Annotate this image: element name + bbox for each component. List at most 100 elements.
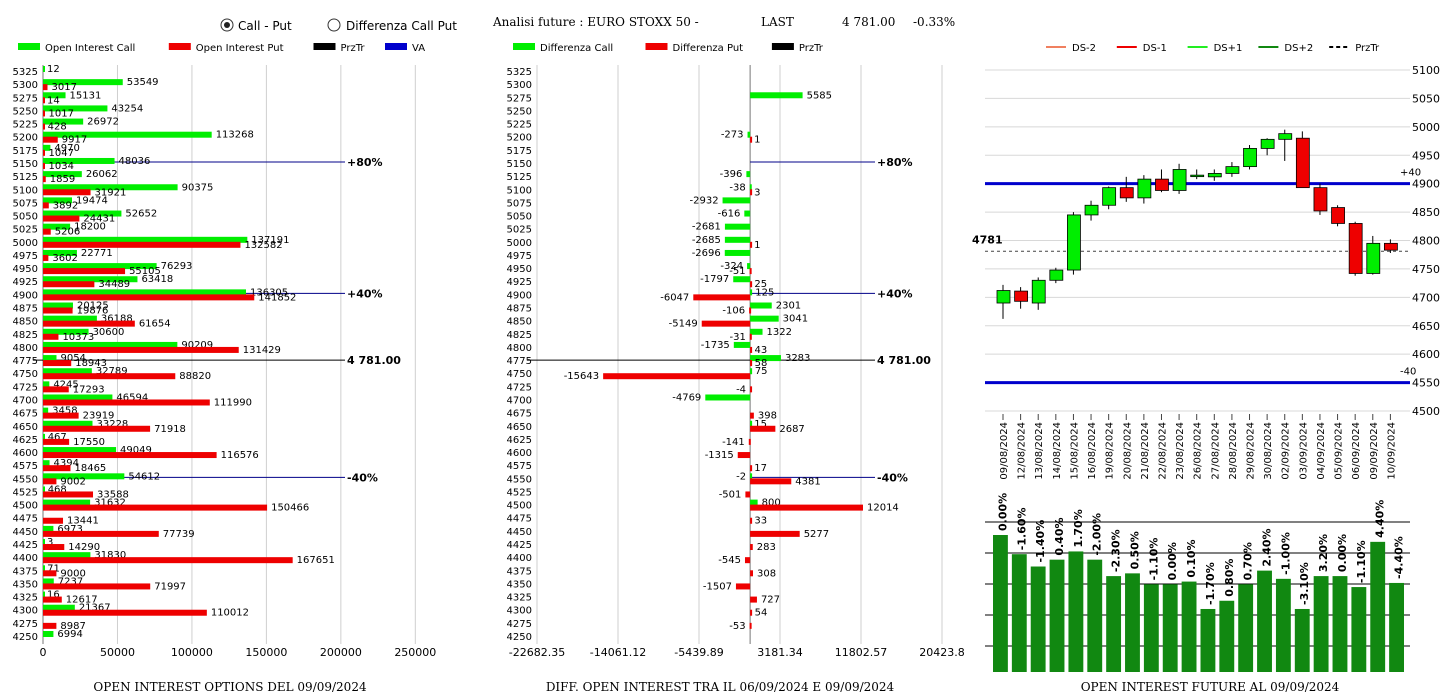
call-bar-4325 (43, 591, 45, 598)
put-value-label: 9917 (62, 135, 87, 146)
call-value-label: 53549 (127, 77, 159, 88)
candle-09/08/2024 (996, 290, 1011, 304)
future-oi-change-label: -1.70% (1204, 562, 1217, 605)
call-value-label: 90209 (181, 340, 213, 351)
call-value-label: 19474 (76, 195, 108, 206)
legend-swatch (168, 43, 191, 50)
chart-oi-future: 0.00% -1.60% -1.40% 0.40% 1.70% -2.00% -2.30% 0… (985, 493, 1410, 694)
put-value-label: 1 (754, 240, 760, 251)
strike-label: 5325 (13, 67, 38, 78)
strike-label: 5000 (13, 238, 38, 249)
put-value-label: 283 (757, 542, 776, 553)
call-bar-4675 (43, 407, 49, 414)
call-bar-4875 (43, 302, 73, 309)
future-oi-change-label: 1.70% (1072, 509, 1085, 547)
date-label: 27/08/2024 (1210, 422, 1221, 480)
future-oi-bar (1370, 541, 1386, 672)
strike-label: 5275 (507, 93, 532, 104)
call-value-label: 54612 (128, 471, 160, 482)
call-value-label: 18200 (74, 222, 106, 233)
call-value-label: 16 (47, 590, 60, 601)
call-value-label: 3458 (52, 406, 77, 417)
put-bar-4625 (43, 438, 70, 445)
strike-label: 4800 (13, 343, 38, 354)
date-label: 04/09/2024 (1316, 422, 1327, 480)
put-value-label: 13441 (67, 516, 99, 527)
radio-button[interactable] (327, 18, 341, 32)
date-label: 30/08/2024 (1263, 422, 1274, 480)
future-oi-change-label: -1.00% (1279, 532, 1292, 575)
put-value-label: 110012 (211, 608, 249, 619)
put-bar-4775 (43, 360, 72, 367)
put-bar-4350 (43, 583, 151, 590)
candle-29/08/2024 (1243, 148, 1257, 168)
strike-label: 5125 (13, 172, 38, 183)
call-value-label: 6994 (57, 629, 82, 640)
future-oi-change-label: 3.20% (1317, 534, 1330, 572)
call-bar-4850 (43, 315, 97, 322)
call-bar-4850 (750, 315, 779, 322)
strike-label: 4925 (507, 277, 532, 288)
future-oi-change-label: 0.00% (1336, 534, 1349, 572)
annotation-label: +80% (877, 156, 913, 169)
put-bar-4575 (750, 465, 753, 472)
x-tick-label: -14061.12 (590, 646, 646, 659)
put-bar-4625 (748, 438, 751, 445)
y-tick-label: 4900 (1412, 178, 1440, 191)
future-oi-change-label: 0.10% (1185, 539, 1198, 577)
date-label: 10/09/2024 (1386, 422, 1397, 480)
date-label: 29/08/2024 (1246, 422, 1257, 480)
legend-label: DS+2 (1284, 43, 1313, 54)
strike-label: 4900 (13, 290, 38, 301)
y-tick-label: 4800 (1412, 235, 1440, 248)
y-tick-label: 4600 (1412, 348, 1440, 361)
strike-label: 5050 (507, 212, 532, 223)
candle-04/09/2024 (1313, 187, 1328, 212)
strike-label: 5200 (507, 133, 532, 144)
radio-differenza[interactable]: Differenza Call Put (327, 18, 457, 33)
strike-label: 5100 (13, 185, 38, 196)
strike-label: 4900 (507, 290, 532, 301)
call-value-label: 4970 (54, 143, 79, 154)
chart-title: OPEN INTEREST OPTIONS DEL 09/09/2024 (93, 680, 367, 694)
future-oi-change-label: 0.70% (1242, 542, 1255, 580)
put-bar-4900 (693, 294, 751, 301)
call-bar-4875 (750, 302, 772, 309)
radio-differenza-label[interactable]: Differenza Call Put (346, 19, 457, 33)
call-bar-4925 (43, 276, 138, 283)
candle-06/09/2024 (1348, 223, 1363, 274)
radio-call-put[interactable]: Call - Put (220, 18, 292, 33)
strike-label: 4275 (507, 619, 532, 630)
y-tick-label: 4500 (1412, 405, 1440, 418)
strike-label: 4575 (13, 461, 38, 472)
call-value-label: -396 (720, 169, 743, 180)
x-tick-label: 100000 (171, 646, 213, 659)
strike-label: 4825 (13, 330, 38, 341)
put-bar-4275 (749, 622, 752, 629)
strike-label: 4675 (13, 409, 38, 420)
radio-call-put-label[interactable]: Call - Put (238, 19, 292, 33)
x-tick-label: 200000 (320, 646, 362, 659)
strike-label: 4950 (13, 264, 38, 275)
put-bar-4600 (737, 452, 751, 459)
strike-label: 4775 (507, 356, 532, 367)
put-value-label: 3892 (53, 200, 78, 211)
put-value-label: 19876 (77, 306, 109, 317)
put-bar-4375 (43, 570, 57, 577)
call-bar-4450 (43, 525, 54, 532)
put-value-label: 1859 (50, 174, 75, 185)
put-bar-4725 (43, 386, 69, 393)
call-value-label: 3041 (783, 314, 808, 325)
call-bar-4550 (43, 473, 125, 480)
call-value-label: 4245 (53, 379, 78, 390)
candle-20/08/2024 (1119, 187, 1134, 199)
strike-label: 4750 (13, 369, 38, 380)
candle-05/09/2024 (1331, 207, 1345, 224)
put-bar-4300 (750, 609, 753, 616)
call-bar-5250 (43, 105, 108, 112)
strike-label: 4300 (13, 606, 38, 617)
put-bar-4300 (43, 609, 207, 616)
put-bar-4275 (43, 622, 57, 629)
put-value-label: 18943 (75, 358, 107, 369)
